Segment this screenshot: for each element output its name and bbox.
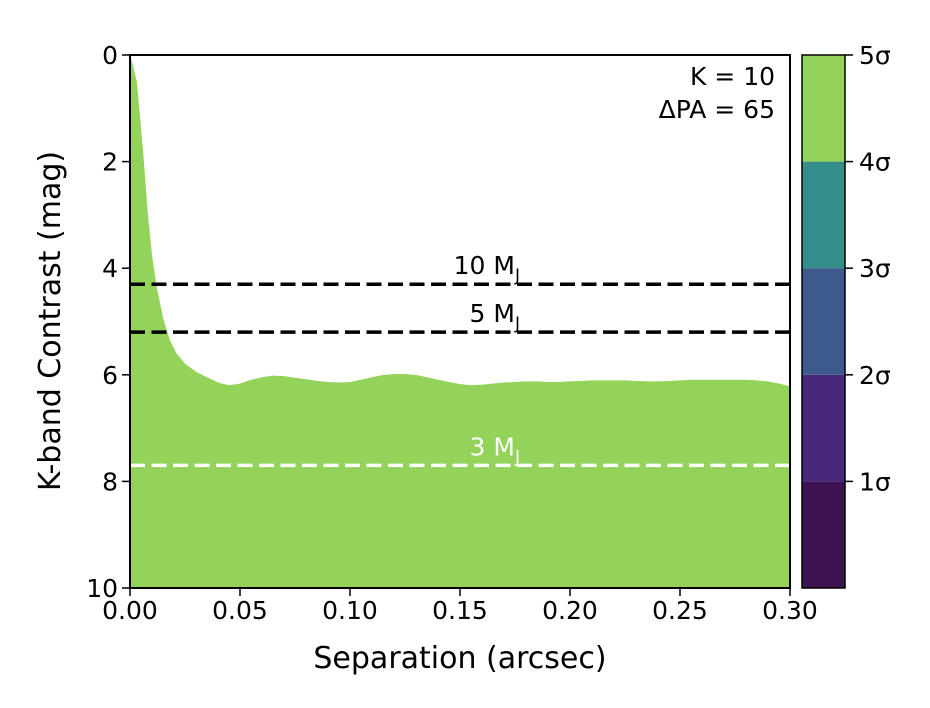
y-axis-label: K-band Contrast (mag) [33, 151, 68, 491]
annotation-delta-pa: ΔPA = 65 [659, 95, 775, 124]
contour-band-5-sigma [130, 55, 790, 588]
colorbar-tick-label-3: 3σ [859, 254, 891, 283]
reference-line-label-2: 5 MJ [470, 299, 520, 334]
colorbar-segment-2 [802, 374, 845, 482]
annotation-k-magnitude: K = 10 [690, 62, 775, 91]
colorbar-tick-label-4: 4σ [859, 148, 891, 177]
plot-area: 10 MJ5 MJ3 MJ [130, 55, 790, 588]
colorbar: 1σ 2σ 3σ 4σ 5σ [801, 41, 891, 589]
x-tick-label-5: 0.25 [652, 596, 708, 625]
y-tick-label-0: 0 [102, 41, 118, 70]
colorbar-segment-1 [802, 481, 845, 588]
colorbar-segment-3 [802, 268, 845, 375]
x-axis-label: Separation (arcsec) [313, 641, 606, 676]
annotations: K = 10 ΔPA = 65 [659, 62, 775, 124]
colorbar-tick-label-5: 5σ [859, 41, 891, 70]
y-tick-label-5: 10 [86, 574, 118, 603]
reference-line-label-1: 10 MJ [454, 251, 520, 286]
y-tick-label-3: 6 [102, 361, 118, 390]
x-tick-label-4: 0.20 [542, 596, 598, 625]
y-tick-label-4: 8 [102, 467, 118, 496]
colorbar-segment-5 [802, 55, 845, 162]
x-tick-label-2: 0.10 [322, 596, 378, 625]
x-tick-label-1: 0.05 [212, 596, 268, 625]
y-tick-label-1: 2 [102, 148, 118, 177]
colorbar-frame [801, 54, 846, 589]
x-tick-label-3: 0.15 [432, 596, 488, 625]
colorbar-tick-label-1: 1σ [859, 467, 891, 496]
y-tick-label-2: 4 [102, 254, 118, 283]
axes: 0.00 0.05 0.10 0.15 0.20 0.25 0.30 0 2 4 6 8 10 [86, 41, 818, 625]
colorbar-segment-4 [802, 161, 845, 269]
x-tick-label-0: 0.00 [102, 596, 158, 625]
x-tick-label-6: 0.30 [762, 596, 818, 625]
colorbar-tick-label-2: 2σ [859, 361, 891, 390]
